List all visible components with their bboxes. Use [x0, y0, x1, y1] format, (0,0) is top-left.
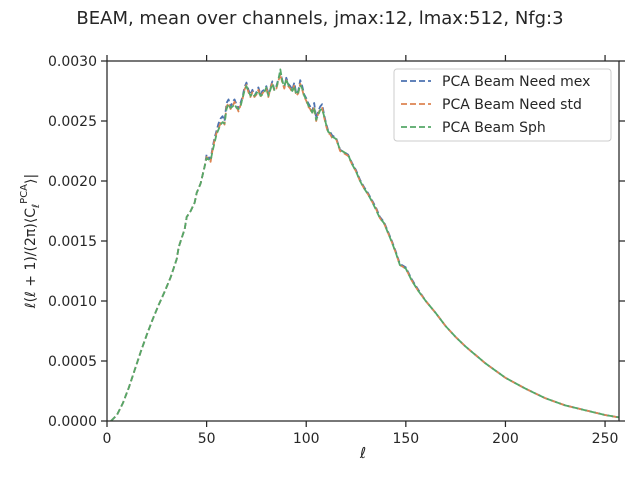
y-tick-label: 0.0015 [48, 234, 97, 250]
x-tick-label: 250 [592, 431, 619, 447]
legend-label-need-mex: PCA Beam Need mex [442, 74, 590, 90]
series-line-sph [110, 68, 619, 421]
y-label-part-sup: PCA [19, 184, 30, 204]
y-axis: 0.0000 0.0005 0.0010 0.0015 0.0020 0.0025 0.00… [48, 54, 107, 430]
y-tick-label: 0.0010 [48, 294, 97, 310]
x-tick-label: 0 [103, 431, 112, 447]
right-axis-ticks [619, 60, 625, 422]
series-layer [110, 68, 619, 421]
legend-box [393, 68, 612, 142]
legend-label-need-std: PCA Beam Need std [442, 97, 582, 113]
x-tick-label: 50 [198, 431, 216, 447]
y-axis-label: ℓ(ℓ + 1)/(2π)⟨CℓPCA⟩| [19, 174, 42, 309]
x-axis: 0 50 100 150 200 250 [103, 421, 619, 447]
x-tick-label: 200 [492, 431, 519, 447]
y-tick-label: 0.0000 [48, 414, 97, 430]
y-label-part-end: ⟩| [23, 174, 39, 184]
y-tick-label: 0.0025 [48, 114, 97, 130]
y-tick-label: 0.0005 [48, 354, 97, 370]
y-label-part-main: ℓ(ℓ + 1)/(2π)⟨C [23, 208, 39, 309]
top-axis-ticks [106, 55, 606, 61]
y-label-part-sub: ℓ [31, 204, 42, 208]
chart-title: BEAM, mean over channels, jmax:12, lmax:… [76, 8, 563, 29]
x-axis-label: ℓ [359, 444, 366, 462]
x-tick-label: 100 [293, 431, 320, 447]
legend: PCA Beam Need mex PCA Beam Need std PCA Be… [393, 68, 612, 142]
y-tick-label: 0.0020 [48, 174, 97, 190]
legend-label-sph: PCA Beam Sph [442, 120, 546, 136]
y-tick-label: 0.0030 [48, 54, 97, 70]
x-tick-label: 150 [392, 431, 419, 447]
